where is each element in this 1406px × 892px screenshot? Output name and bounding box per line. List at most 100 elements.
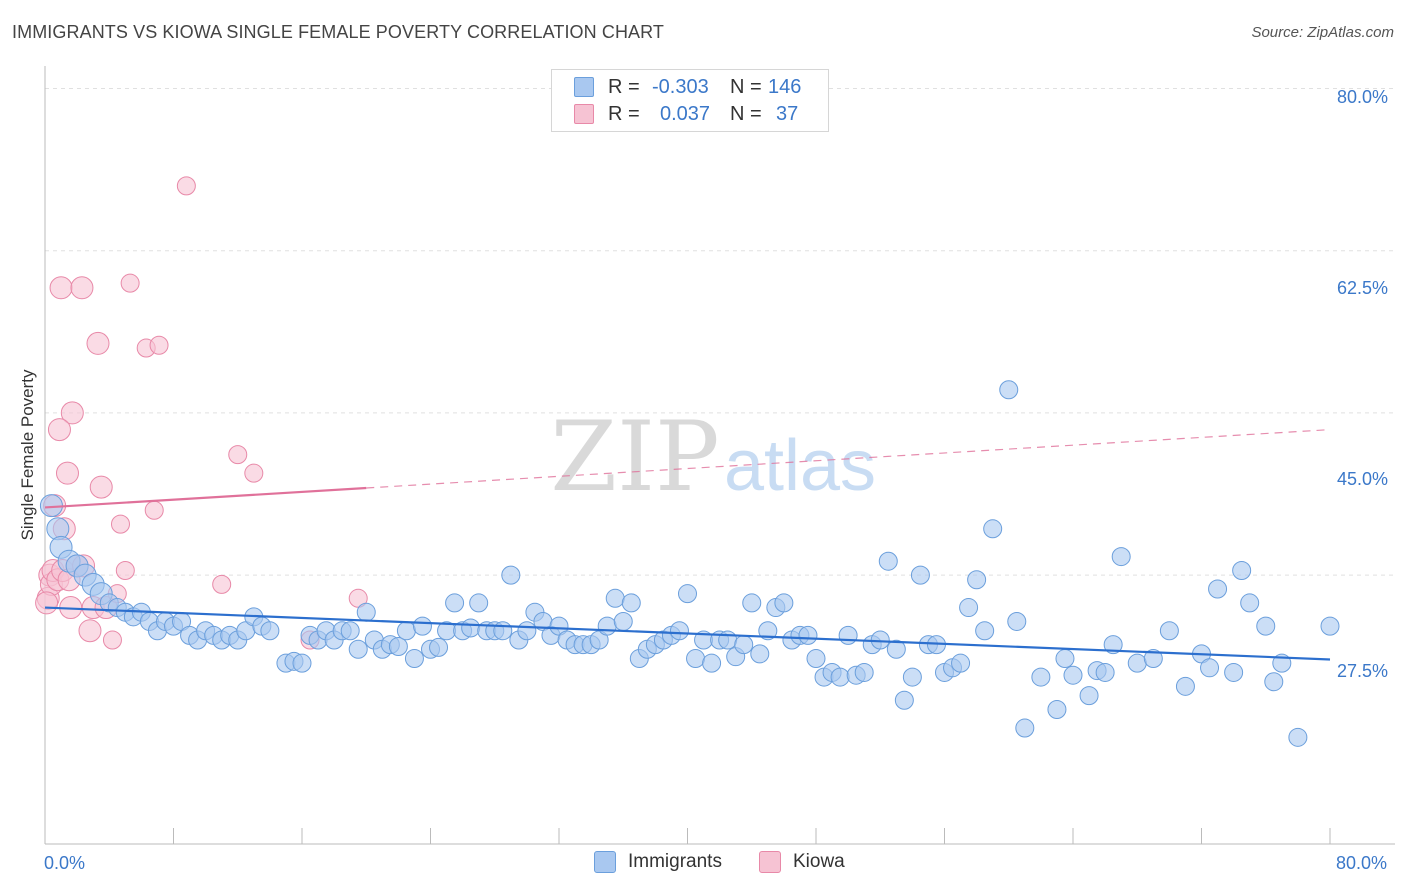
immigrants-point-52 — [461, 618, 481, 638]
immigrants-point-69 — [597, 616, 617, 636]
kiowa-point-21 — [102, 630, 122, 650]
immigrants-point-39 — [356, 602, 376, 622]
kiowa-point-35 — [35, 591, 59, 615]
kiowa-point-9 — [55, 461, 79, 485]
immigrants-point-46 — [412, 616, 432, 636]
n-label: N = — [730, 75, 762, 98]
immigrants-point-144 — [1320, 616, 1340, 636]
kiowa-point-27 — [144, 500, 164, 520]
immigrants-swatch-icon — [574, 77, 594, 97]
kiowa-trend-extension — [366, 429, 1331, 489]
watermark: ZIP atlas — [550, 401, 876, 513]
legend-row-immigrants: R = -0.303 N = 146 — [574, 75, 801, 99]
kiowa-point-32 — [244, 463, 264, 483]
kiowa-point-28 — [149, 335, 169, 355]
immigrants-point-107 — [902, 667, 922, 687]
stats-legend: R = -0.303 N = 146 R = 0.037 N = 37 — [551, 69, 829, 132]
immigrants-point-38 — [348, 639, 368, 659]
legend-label-immigrants: Immigrants — [628, 851, 722, 872]
immigrants-point-131 — [1143, 649, 1163, 669]
immigrants-point-57 — [501, 565, 521, 585]
immigrants-point-88 — [750, 644, 770, 664]
immigrants-point-116 — [975, 621, 995, 641]
kiowa-point-6 — [49, 276, 73, 300]
chart-title: IMMIGRANTS VS KIOWA SINGLE FEMALE POVERT… — [12, 22, 665, 42]
y-tick-label-80: 80.0% — [1337, 87, 1389, 107]
immigrants-point-86 — [734, 635, 754, 655]
immigrants-point-98 — [830, 667, 850, 687]
watermark-atlas: atlas — [724, 426, 876, 506]
y-tick-label-45: 45.0% — [1337, 469, 1389, 489]
kiowa-point-29 — [176, 176, 196, 196]
legend-label-kiowa: Kiowa — [793, 851, 845, 872]
watermark-zip: ZIP — [550, 401, 719, 513]
kiowa-point-31 — [228, 445, 248, 465]
immigrants-point-115 — [967, 570, 987, 590]
immigrants-point-91 — [774, 593, 794, 613]
immigrants-point-125 — [1079, 686, 1099, 706]
immigrants-point-44 — [396, 621, 416, 641]
immigrants-point-118 — [999, 380, 1019, 400]
immigrants-points — [39, 380, 1340, 747]
immigrants-point-105 — [886, 639, 906, 659]
r-value: -0.303 — [652, 75, 709, 98]
immigrants-point-124 — [1063, 665, 1083, 685]
immigrants-point-79 — [678, 584, 697, 604]
immigrants-point-104 — [878, 551, 898, 571]
immigrants-point-82 — [702, 653, 722, 673]
immigrants-point-59 — [517, 621, 537, 641]
immigrants-point-80 — [686, 649, 706, 669]
immigrants-point-132 — [1159, 621, 1179, 641]
legend-item-immigrants: Immigrants — [594, 851, 722, 873]
immigrants-point-95 — [806, 649, 826, 669]
immigrants-trend-line — [44, 606, 1331, 661]
immigrants-point-72 — [621, 593, 641, 613]
immigrants-point-137 — [1224, 662, 1244, 682]
kiowa-point-16 — [78, 619, 102, 643]
kiowa-point-36 — [47, 418, 71, 442]
n-value: 37 — [776, 102, 799, 125]
immigrants-point-117 — [983, 519, 1003, 539]
immigrants-point-48 — [429, 637, 449, 657]
grid-lines — [45, 88, 1395, 576]
immigrants-point-136 — [1208, 579, 1228, 599]
trend-lines — [44, 429, 1331, 661]
n-label: N = — [730, 102, 762, 125]
x-tick-label-0: 0.0% — [44, 853, 86, 873]
immigrants-point-138 — [1232, 560, 1252, 580]
immigrants-point-135 — [1200, 658, 1220, 678]
kiowa-point-18 — [86, 331, 110, 355]
immigrants-point-78 — [669, 621, 689, 641]
immigrants-point-37 — [340, 621, 360, 641]
kiowa-legend-icon — [759, 851, 781, 873]
immigrants-point-101 — [854, 662, 874, 682]
immigrants-point-56 — [493, 621, 513, 641]
kiowa-point-24 — [115, 560, 135, 580]
immigrants-point-108 — [910, 565, 930, 585]
immigrants-point-94 — [798, 625, 818, 645]
immigrants-point-99 — [838, 625, 858, 645]
r-label: R = — [608, 102, 640, 125]
kiowa-point-14 — [70, 276, 94, 300]
immigrants-point-133 — [1175, 676, 1195, 696]
x-tick-label-1: 80.0% — [1336, 853, 1388, 873]
kiowa-point-25 — [120, 273, 140, 293]
immigrants-point-113 — [951, 653, 971, 673]
immigrants-point-122 — [1047, 700, 1067, 720]
immigrants-point-43 — [388, 636, 408, 656]
immigrants-point-129 — [1111, 547, 1131, 567]
immigrants-point-106 — [894, 690, 914, 710]
immigrants-point-53 — [469, 593, 489, 613]
immigrants-point-45 — [404, 649, 424, 669]
kiowa-point-12 — [60, 401, 84, 425]
immigrants-point-28 — [260, 621, 280, 641]
immigrants-point-130 — [1127, 653, 1147, 673]
kiowa-point-30 — [212, 574, 232, 594]
immigrants-point-50 — [445, 593, 465, 613]
y-tick-label-62-5: 62.5% — [1337, 278, 1389, 298]
immigrants-legend-icon — [594, 851, 616, 873]
immigrants-point-143 — [1288, 727, 1308, 747]
r-label: R = — [608, 75, 640, 98]
immigrants-point-139 — [1240, 593, 1260, 613]
